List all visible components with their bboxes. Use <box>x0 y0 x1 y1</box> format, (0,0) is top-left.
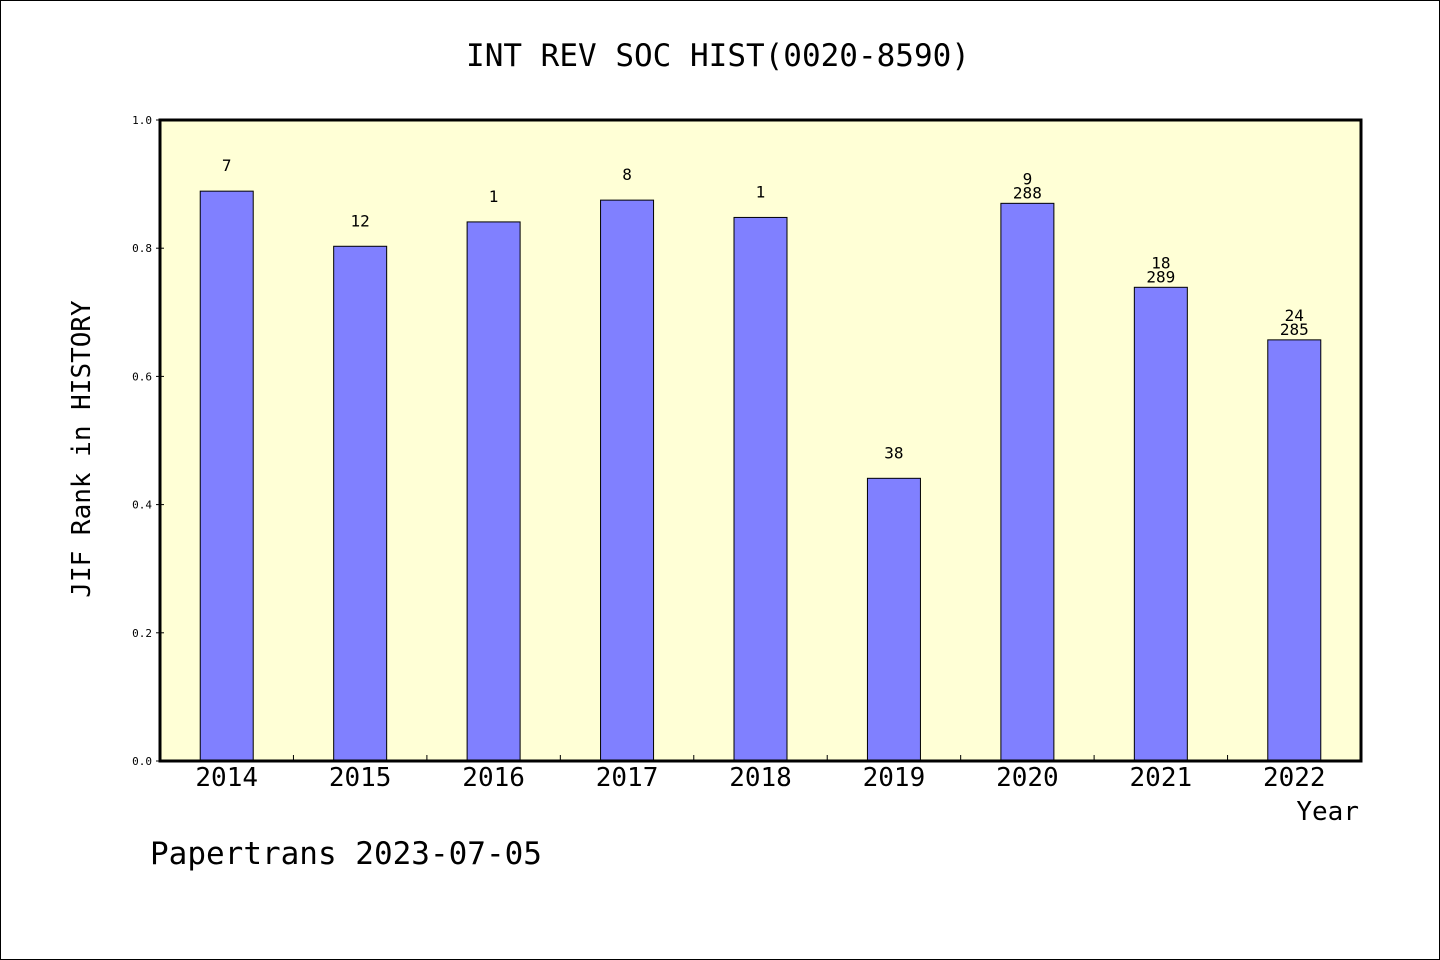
bar-rank-label: 9 <box>1023 169 1033 188</box>
x-tick-label: 2016 <box>462 763 525 793</box>
x-tick-label: 2019 <box>863 763 926 793</box>
bar-2016 <box>466 221 521 762</box>
bar-total-label: 289 <box>1146 267 1175 286</box>
chart-title: INT REV SOC HIST(0020-8590) <box>466 38 970 74</box>
y-tick-label: 0.0 <box>132 755 152 768</box>
bar-2018 <box>733 216 788 762</box>
x-axis-label: Year <box>1296 797 1359 827</box>
bar-rank-label: 1 <box>756 182 766 201</box>
x-tick-label: 2020 <box>996 763 1059 793</box>
bar-rank-label: 24 <box>1285 306 1304 325</box>
y-tick-label: 0.8 <box>132 242 152 255</box>
x-tick-label: 2017 <box>596 763 659 793</box>
y-tick-label: 1.0 <box>132 114 152 127</box>
x-tick-label: 2018 <box>729 763 792 793</box>
x-tick-label: 2022 <box>1263 763 1326 793</box>
bar-2019 <box>866 477 921 762</box>
bar-2022 <box>1267 339 1322 762</box>
bars-group <box>199 190 1322 762</box>
bar-rank-label: 1 <box>489 187 499 206</box>
x-tick-label: 2014 <box>195 763 258 793</box>
bar-rank-label: 18 <box>1151 253 1170 272</box>
bar-2014 <box>199 190 254 762</box>
x-axis: 2014 2015 2016 2017 2018 2019 2020 2021 2022 <box>195 755 1326 793</box>
bar-rank-label: 38 <box>884 443 903 462</box>
x-tick-label: 2015 <box>329 763 392 793</box>
bar-rank-label: 12 <box>351 211 370 230</box>
y-tick-label: 0.2 <box>132 627 152 640</box>
x-tick-label: 2021 <box>1130 763 1193 793</box>
bar-2017 <box>600 199 655 762</box>
bar-2021 <box>1133 286 1188 762</box>
footer-text: Papertrans 2023-07-05 <box>150 836 542 872</box>
bar-2020 <box>1000 202 1055 762</box>
bar-rank-label: 7 <box>222 156 232 175</box>
plot-border <box>158 118 1363 763</box>
y-tick-label: 0.6 <box>132 370 152 383</box>
y-tick-label: 0.4 <box>132 499 152 512</box>
y-axis: 0.0 0.2 0.4 0.6 0.8 1.0 <box>132 114 164 768</box>
bar-rank-label: 8 <box>622 165 632 184</box>
bar-total-label: 285 <box>1280 320 1309 339</box>
bar-2015 <box>333 245 388 762</box>
bar-total-label: 288 <box>1013 183 1042 202</box>
y-axis-label: JIF Rank in HISTORY <box>67 300 97 598</box>
